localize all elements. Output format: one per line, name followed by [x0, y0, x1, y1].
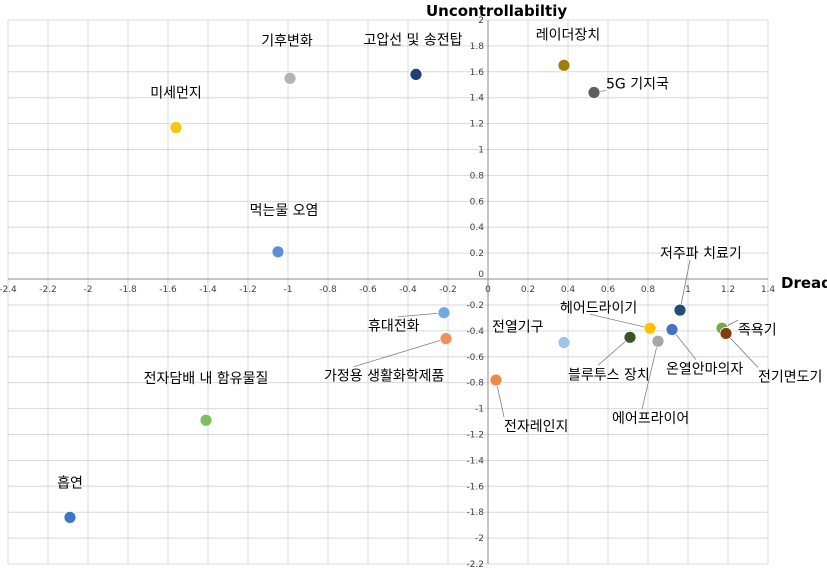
y-tick-label: 1 — [478, 146, 484, 156]
y-tick-label: 0.4 — [470, 223, 485, 233]
data-point — [439, 332, 453, 346]
point-label: 레이더장치 — [536, 27, 600, 43]
leader-line — [641, 341, 659, 410]
y-tick-label: 1.6 — [470, 68, 485, 78]
data-point — [587, 86, 601, 99]
point-label: 온열안마의자 — [666, 362, 743, 378]
data-point — [557, 58, 571, 72]
point-label: 블루투스 장치 — [568, 367, 650, 383]
point-label: 기후변화 — [261, 33, 313, 49]
y-tick-label: -1.4 — [466, 456, 484, 466]
leader-line — [589, 313, 651, 329]
data-point — [643, 321, 657, 335]
x-tick-label: -1.6 — [159, 285, 177, 295]
x-tick-label: 0 — [485, 285, 491, 295]
axes — [8, 20, 768, 564]
point-label: 휴대전화 — [368, 319, 420, 335]
data-point — [557, 336, 571, 349]
y-tick-label: -0.4 — [466, 327, 484, 337]
y-tick-label: 2 — [478, 16, 484, 26]
point-label: 고압선 및 송전탑 — [363, 32, 462, 48]
leader-line — [397, 312, 445, 318]
point-label: 족욕기 — [738, 322, 777, 338]
x-tick-label: -1.2 — [239, 285, 257, 295]
y-tick-label: -0.8 — [466, 379, 484, 389]
point-label: 에어프라이어 — [612, 411, 689, 427]
leader-line — [679, 260, 691, 311]
y-tick-label: -2 — [475, 534, 484, 544]
point-label: 전자레인지 — [504, 419, 568, 435]
point-label: 5G 기지국 — [606, 77, 669, 93]
data-points — [63, 58, 733, 524]
y-tick-label: 0.2 — [470, 249, 484, 259]
leader-line — [597, 337, 631, 366]
x-axis-title: Dread — [781, 274, 827, 292]
y-tick-label: -1.6 — [466, 482, 484, 492]
x-tick-label: 0.6 — [601, 285, 616, 295]
leader-lines — [353, 90, 759, 418]
x-tick-label: 0.4 — [561, 285, 576, 295]
data-point — [437, 306, 451, 320]
y-axis-title: Uncontrollabiltiy — [426, 2, 567, 20]
y-tick-label: 1.8 — [470, 42, 485, 52]
y-tick-label: 1.4 — [470, 94, 485, 104]
y-tick-label: -0.2 — [466, 301, 484, 311]
point-label: 전자담배 내 함유물질 — [144, 371, 269, 387]
y-tick-label: -2.2 — [466, 560, 484, 570]
data-point — [489, 373, 503, 387]
y-tick-label: 0 — [478, 270, 484, 280]
x-tick-label: 1.4 — [761, 285, 776, 295]
point-label: 먹는물 오염 — [250, 203, 319, 219]
x-tick-label: -1.8 — [119, 285, 137, 295]
leader-line — [353, 338, 447, 368]
data-point — [409, 68, 423, 81]
x-tick-label: -0.2 — [439, 285, 457, 295]
y-tick-label: -1.2 — [466, 430, 484, 440]
data-point — [673, 303, 687, 317]
point-label: 저주파 치료기 — [660, 246, 742, 262]
data-point — [63, 510, 77, 524]
x-tick-label: -2.2 — [39, 285, 57, 295]
data-point — [665, 323, 679, 336]
point-label: 흡연 — [57, 475, 83, 491]
x-tick-label: -0.8 — [319, 285, 337, 295]
data-point — [169, 121, 183, 134]
point-label: 전기면도기 — [758, 369, 822, 385]
x-tick-label: 0.2 — [521, 285, 535, 295]
x-tick-label: -1 — [284, 285, 293, 295]
x-tick-label: 1.2 — [721, 285, 735, 295]
y-tick-label: -1.8 — [466, 508, 484, 518]
data-point — [651, 334, 665, 348]
data-point — [271, 245, 285, 259]
y-tick-label: 0.8 — [470, 171, 485, 181]
x-tick-label: -0.6 — [359, 285, 377, 295]
data-point — [623, 330, 637, 344]
y-tick-label: -1 — [475, 405, 484, 415]
x-tick-label: 0.8 — [641, 285, 656, 295]
point-label: 가정용 생활화학제품 — [324, 369, 444, 385]
y-tick-label: 0.6 — [470, 197, 485, 207]
tick-labels: -2.4 -2.2 -2 -1.8 -1.6 -1.4 -1.2 -1 -0.8 -0.6 -0.4… — [0, 16, 775, 570]
point-label: 헤어드라이기 — [560, 300, 637, 316]
x-tick-label: -2 — [84, 285, 93, 295]
leader-line — [725, 333, 759, 368]
y-tick-label: -0.6 — [466, 353, 484, 363]
x-tick-label: 1 — [685, 285, 691, 295]
y-tick-label: 1.2 — [470, 120, 484, 130]
x-tick-label: -2.4 — [0, 285, 17, 295]
data-point — [283, 71, 297, 85]
point-label: 전열기구 — [492, 320, 544, 336]
leader-line — [671, 329, 697, 360]
data-point — [719, 327, 733, 340]
data-point — [199, 413, 213, 427]
point-label: 미세먼지 — [150, 86, 202, 102]
x-tick-label: -1.4 — [199, 285, 217, 295]
x-tick-label: -0.4 — [399, 285, 417, 295]
